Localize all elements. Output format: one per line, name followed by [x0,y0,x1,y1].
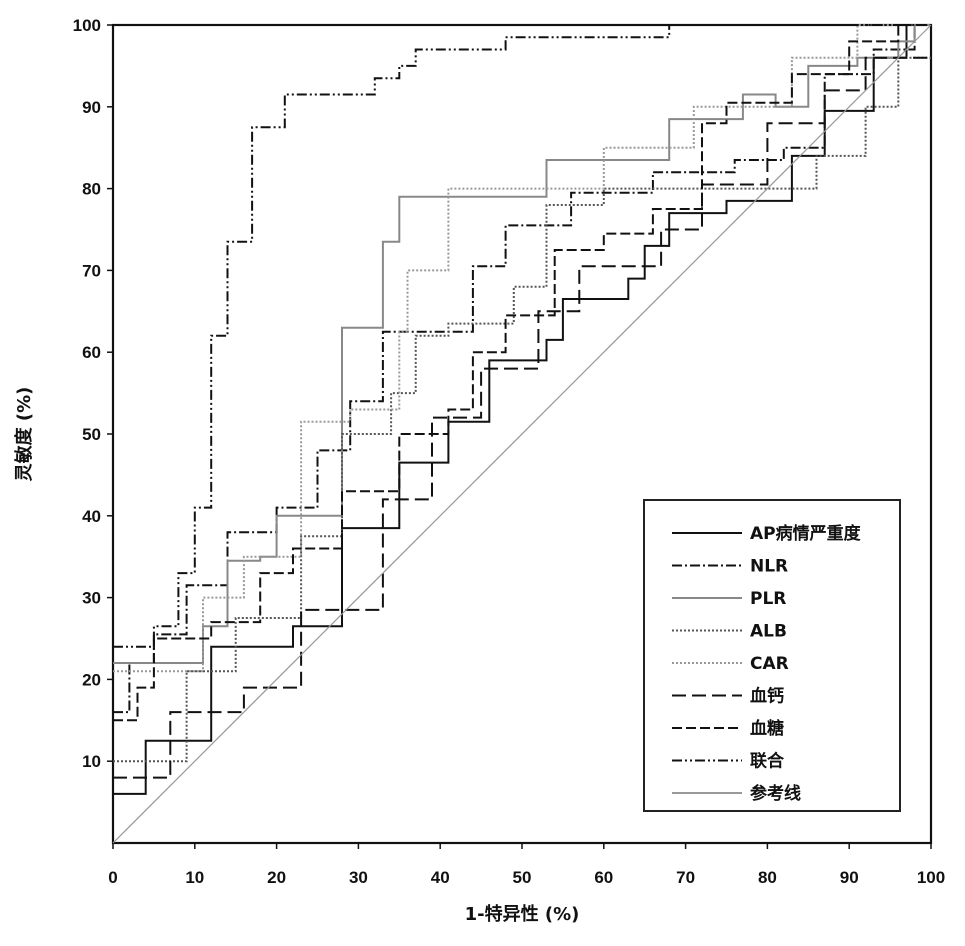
y-tick-label: 90 [82,98,101,117]
y-tick-label: 10 [82,752,101,771]
series-line-ALB [113,56,931,763]
legend-label: 血钙 [750,686,784,707]
x-tick-label: 40 [431,868,450,887]
axis-ticks: 0 10 20 30 40 50 60 70 80 90 100 10 20 30 40 50 60 70 80 90… [73,16,946,887]
x-tick-label: 80 [758,868,777,887]
legend-box [643,499,901,812]
legend-label: 血糖 [750,718,784,739]
x-tick-label: 100 [917,868,945,887]
series-line-AP病情严重度 [113,24,931,795]
series-line-NLR [113,24,931,714]
series-line-血糖 [113,24,931,722]
y-tick-label: 20 [82,670,101,689]
legend-label: AP病情严重度 [750,523,862,544]
y-tick-label: 70 [82,261,101,280]
legend-label: ALB [750,622,787,642]
series-line-联合 [113,24,931,648]
legend-label: 参考线 [750,783,801,804]
legend-label: PLR [750,589,786,609]
x-tick-label: 0 [108,868,117,887]
y-tick-label: 40 [82,507,101,526]
series-group [112,24,932,844]
x-tick-label: 30 [349,868,368,887]
y-tick-label: 100 [73,16,101,35]
x-tick-label: 20 [267,868,286,887]
y-axis-title: 灵敏度 (%) [13,387,35,482]
series-line-CAR [113,24,931,673]
x-tick-label: 70 [676,868,695,887]
y-tick-label: 30 [82,589,101,608]
x-tick-label: 60 [594,868,613,887]
series-line-PLR [113,24,931,664]
x-tick-label: 10 [185,868,204,887]
series-line-血钙 [113,56,931,779]
y-tick-label: 50 [82,425,101,444]
legend-label: 联合 [750,751,785,772]
legend-label: NLR [750,557,788,577]
x-tick-label: 90 [840,868,859,887]
legend-label: CAR [750,654,789,674]
x-tick-label: 50 [513,868,532,887]
y-tick-label: 80 [82,180,101,199]
y-tick-label: 60 [82,343,101,362]
series-line-参考线 [112,24,932,844]
x-axis-title: 1-特异性 (%) [465,903,580,925]
